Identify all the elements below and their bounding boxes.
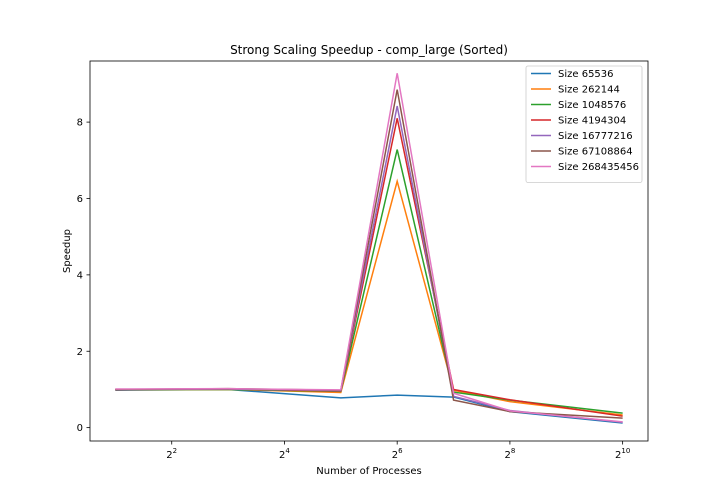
- x-axis-ticks: 22 24 26 28 210: [166, 441, 630, 461]
- x-tick-label: 24: [279, 447, 290, 461]
- x-tick-label: 26: [392, 447, 403, 461]
- y-axis-ticks: 0 2 4 6 8: [77, 118, 90, 434]
- y-tick-label: 4: [77, 270, 83, 281]
- legend-entry: Size 268435456: [558, 162, 639, 173]
- legend-entry: Size 262144: [558, 85, 620, 96]
- x-tick-label: 22: [166, 447, 177, 461]
- series-line-3: [115, 149, 623, 414]
- y-tick-label: 8: [77, 118, 83, 129]
- legend-entry: Size 65536: [558, 69, 614, 80]
- y-axis-label: Speedup: [62, 229, 73, 273]
- plot-lines: [115, 73, 623, 424]
- x-axis-label: Number of Processes: [316, 466, 421, 477]
- y-tick-label: 0: [77, 423, 83, 434]
- x-tick-label: 210: [615, 447, 630, 461]
- legend-entry: Size 67108864: [558, 147, 633, 158]
- axes-frame: [89, 60, 649, 442]
- x-tick-label: 28: [504, 447, 515, 461]
- legend-entry: Size 1048576: [558, 100, 626, 111]
- series-line-2: [115, 178, 623, 416]
- chart-title: Strong Scaling Speedup - comp_large (Sor…: [230, 43, 508, 57]
- y-tick-label: 6: [77, 194, 83, 205]
- legend-entry: Size 16777216: [558, 131, 633, 142]
- y-tick-label: 2: [77, 347, 83, 358]
- legend-entry: Size 4194304: [558, 116, 626, 127]
- legend: Size 65536 Size 262144 Size 1048576 Size 41…: [525, 65, 643, 183]
- series-line-7: [115, 73, 623, 423]
- legend-box: [525, 65, 643, 183]
